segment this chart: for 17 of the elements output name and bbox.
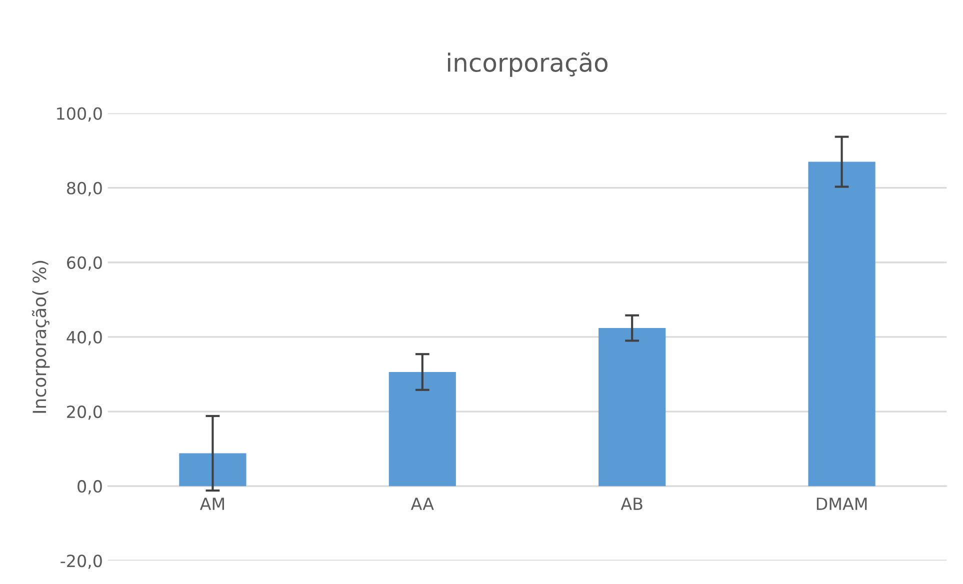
y-tick-label: 0,0 [78,480,102,494]
bar [388,372,456,486]
y-tick-label: 60,0 [67,256,102,271]
y-tick-label: 40,0 [66,330,102,346]
x-tick-label: AM [200,498,224,510]
bar [179,453,246,486]
y-tick-label: 80,0 [67,182,102,196]
bar [808,162,876,486]
bar [598,328,666,486]
x-tick-label: DMAM [816,498,867,510]
y-tick-label: -20,0 [60,554,102,569]
y-tick-label: 20,0 [67,405,102,420]
y-axis-title: Incorporação( %) [32,260,50,413]
chart-title: incorporação [448,52,608,77]
x-tick-label: AB [620,498,642,510]
y-tick-label: 100,0 [57,107,102,122]
x-tick-label: AA [410,498,434,510]
